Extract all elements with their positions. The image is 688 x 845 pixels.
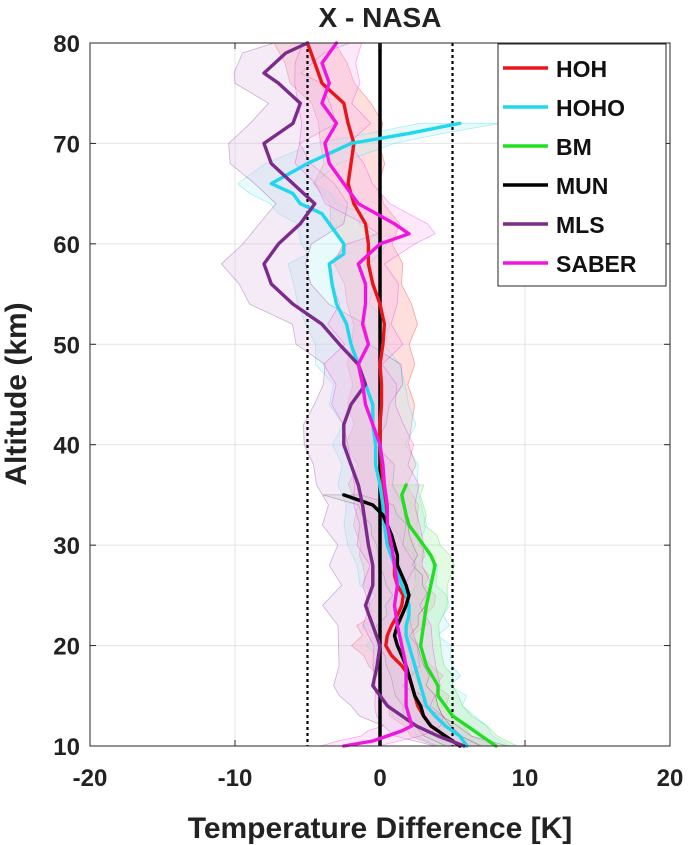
y-tick-label: 30 — [53, 533, 80, 560]
y-tick-label: 20 — [53, 634, 80, 661]
y-tick-label: 40 — [53, 433, 80, 460]
y-tick-label: 80 — [53, 31, 80, 58]
y-tick-label: 50 — [53, 332, 80, 359]
x-tick-label: 10 — [512, 765, 539, 792]
series-lines — [262, 41, 498, 748]
legend: HOH HOHO BM MUN MLS SABER — [497, 43, 667, 287]
series-line-saber — [320, 41, 414, 748]
legend-entry-saber: SABER — [556, 251, 637, 277]
legend-entry-hoh: HOH — [556, 56, 607, 82]
legend-entry-bm: BM — [556, 134, 592, 160]
x-tick-label: -20 — [73, 765, 108, 792]
legend-box — [497, 43, 667, 287]
y-tick-label: 10 — [53, 734, 80, 761]
x-axis-label: Temperature Difference [K] — [188, 812, 573, 845]
series-line-mls — [262, 41, 466, 748]
series-line-hoho — [269, 121, 469, 748]
band-bm — [383, 484, 518, 747]
chart-title: X - NASA — [319, 2, 442, 33]
series-line-mun — [342, 493, 462, 748]
y-tick-label: 70 — [53, 131, 80, 158]
legend-entry-hoho: HOHO — [556, 95, 625, 121]
x-tick-label: 0 — [373, 765, 386, 792]
legend-entry-mls: MLS — [556, 212, 605, 238]
axis-ticks: -20 -10 0 10 20 10 20 30 40 50 60 70 80 — [53, 31, 683, 792]
series-line-bm — [400, 483, 498, 748]
legend-entry-mun: MUN — [556, 173, 608, 199]
x-tick-label: -10 — [218, 765, 253, 792]
y-tick-label: 60 — [53, 232, 80, 259]
x-tick-label: 20 — [657, 765, 684, 792]
y-axis-label: Altitude (km) — [0, 302, 33, 485]
